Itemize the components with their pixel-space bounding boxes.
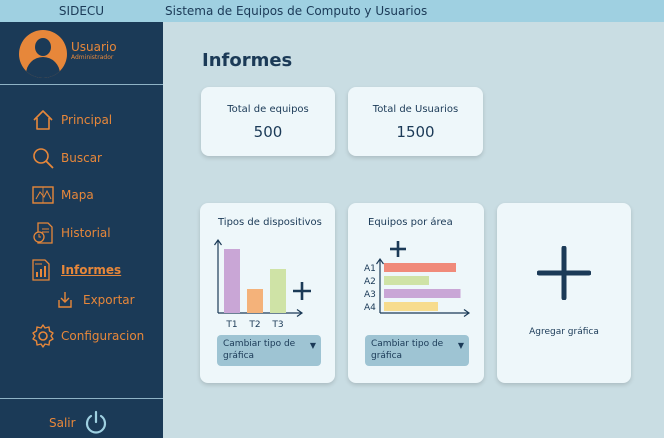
x-tick-label: T1 bbox=[225, 320, 237, 330]
stat-label: Total de Usuarios bbox=[372, 104, 459, 115]
app-title: Sistema de Equipos de Computo y Usuarios bbox=[165, 4, 428, 18]
sidebar-item-label: Exportar bbox=[83, 293, 135, 307]
sidebar-item-historial[interactable]: Historial bbox=[31, 221, 111, 245]
add-series-icon[interactable] bbox=[293, 282, 311, 300]
dropdown-value: Cambiar tipo de gráfica bbox=[371, 339, 444, 361]
sidebar-item-configuracion[interactable]: Configuracion bbox=[31, 324, 144, 348]
sidebar-item-mapa[interactable]: Mapa bbox=[31, 183, 94, 207]
dropdown-value: Cambiar tipo de gráfica bbox=[223, 339, 296, 361]
stat-value: 1500 bbox=[396, 123, 435, 141]
user-role: Administrador bbox=[71, 54, 114, 61]
plus-icon bbox=[537, 246, 591, 300]
add-chart-label: Agregar gráfica bbox=[529, 327, 599, 337]
equipment-by-area-chart: A1 A2 A3 A4 bbox=[364, 241, 471, 317]
sidebar-item-label: Buscar bbox=[61, 151, 102, 165]
sidebar-item-exportar[interactable]: Exportar bbox=[53, 288, 135, 312]
export-icon bbox=[53, 288, 77, 312]
search-icon bbox=[31, 146, 55, 170]
avatar-body bbox=[26, 57, 60, 78]
add-series-icon[interactable] bbox=[390, 241, 406, 257]
reports-icon bbox=[31, 258, 55, 282]
page-title: Informes bbox=[202, 50, 293, 71]
sidebar-item-principal[interactable]: Principal bbox=[31, 108, 112, 132]
user-panel: Usuario Administrador bbox=[0, 22, 163, 85]
sidebar-item-label: Informes bbox=[61, 263, 122, 277]
caret-down-icon: ▼ bbox=[309, 341, 316, 350]
x-tick-label: T3 bbox=[271, 320, 283, 330]
stat-card-equipos: Total de equipos 500 bbox=[201, 87, 335, 156]
add-chart-card[interactable]: Agregar gráfica bbox=[497, 203, 631, 383]
chart-type-dropdown[interactable]: Cambiar tipo de gráfica ▼ bbox=[217, 335, 321, 366]
bar bbox=[247, 289, 263, 313]
logout-label: Salir bbox=[49, 416, 76, 430]
map-icon bbox=[31, 183, 55, 207]
sidebar-item-label: Principal bbox=[61, 113, 113, 127]
y-tick-label: A4 bbox=[364, 303, 376, 313]
bar bbox=[384, 263, 456, 272]
chart-title: Equipos por área bbox=[368, 217, 453, 228]
bar bbox=[384, 302, 438, 311]
top-bar: SIDECU Sistema de Equipos de Computo y U… bbox=[0, 0, 664, 22]
y-tick-label: A2 bbox=[364, 277, 376, 287]
x-axis bbox=[380, 309, 471, 317]
avatar bbox=[19, 30, 67, 78]
history-icon bbox=[31, 221, 55, 245]
stat-value: 500 bbox=[253, 123, 283, 141]
sidebar-item-buscar[interactable]: Buscar bbox=[31, 146, 102, 170]
sidebar-item-label: Historial bbox=[61, 226, 111, 240]
power-icon bbox=[84, 410, 108, 437]
chart-type-dropdown[interactable]: Cambiar tipo de gráfica ▼ bbox=[365, 335, 469, 366]
y-axis bbox=[214, 238, 222, 313]
stat-label: Total de equipos bbox=[227, 104, 309, 115]
bar bbox=[224, 249, 240, 313]
bar bbox=[384, 289, 461, 298]
chart-card-dispositivos: Tipos de dispositivos T1 T2 T3 Cambiar tip… bbox=[200, 203, 335, 383]
logout-button[interactable]: Salir bbox=[49, 410, 108, 437]
gear-icon bbox=[31, 324, 55, 348]
avatar-head bbox=[35, 38, 51, 56]
home-icon bbox=[31, 108, 55, 132]
chart-title: Tipos de dispositivos bbox=[218, 217, 322, 228]
sidebar-item-informes[interactable]: Informes bbox=[31, 258, 121, 282]
sidebar: Usuario Administrador Principal Buscar M… bbox=[0, 22, 163, 438]
y-axis bbox=[376, 257, 384, 313]
x-tick-label: T2 bbox=[248, 320, 260, 330]
chart-card-areas: Equipos por área A1 A2 A3 A4 Cambiar tipo d… bbox=[348, 203, 484, 383]
sidebar-divider bbox=[0, 398, 163, 399]
bar bbox=[384, 276, 429, 285]
y-tick-label: A1 bbox=[364, 264, 376, 274]
sidebar-item-label: Mapa bbox=[61, 188, 94, 202]
bar bbox=[270, 269, 286, 313]
caret-down-icon: ▼ bbox=[457, 341, 464, 350]
y-tick-label: A3 bbox=[364, 290, 376, 300]
user-name: Usuario bbox=[71, 40, 117, 54]
stat-card-usuarios: Total de Usuarios 1500 bbox=[348, 87, 483, 156]
device-types-chart: T1 T2 T3 bbox=[214, 238, 311, 330]
app-brand: SIDECU bbox=[58, 4, 105, 18]
sidebar-item-label: Configuracion bbox=[61, 329, 145, 343]
